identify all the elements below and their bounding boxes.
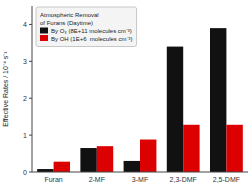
bar bbox=[54, 162, 70, 172]
legend-frame bbox=[36, 7, 137, 47]
y-tick-label: 1 bbox=[23, 132, 27, 139]
legend-label: By O₃ (8E+11 molecules cm⁻³) bbox=[51, 28, 132, 34]
bars bbox=[37, 28, 243, 172]
y-tick bbox=[29, 24, 32, 25]
bar bbox=[183, 125, 199, 172]
bar bbox=[210, 28, 226, 172]
x-tick-label: 2-MF bbox=[89, 176, 105, 183]
x-axis bbox=[32, 172, 248, 173]
x-tick-label: 2,5-DMF bbox=[213, 176, 240, 183]
bar bbox=[97, 146, 113, 172]
chart: 0 1 2 3 4 Furan 2-MF 3-MF 2,3-DMF 2,5-DMF Effectiv… bbox=[0, 0, 252, 189]
bar bbox=[124, 161, 140, 172]
bar bbox=[226, 125, 242, 172]
y-tick bbox=[29, 61, 32, 62]
legend: Atmospheric Removalof Furans (Daytime) By… bbox=[36, 7, 137, 47]
legend-swatch bbox=[40, 35, 48, 41]
y-tick-label: 3 bbox=[23, 58, 27, 65]
y-tick-label: 4 bbox=[23, 21, 27, 28]
x-tick-label: 2,3-DMF bbox=[170, 176, 197, 183]
legend-swatch bbox=[40, 28, 48, 34]
y-axis bbox=[32, 6, 33, 172]
bar bbox=[140, 140, 156, 172]
legend-title: Atmospheric Removalof Furans (Daytime) bbox=[40, 12, 99, 26]
x-tick-label: Furan bbox=[44, 176, 62, 183]
bar bbox=[167, 47, 183, 172]
x-tick-label: 3-MF bbox=[132, 176, 148, 183]
y-tick-label: 2 bbox=[23, 95, 27, 102]
y-tick bbox=[29, 98, 32, 99]
y-tick bbox=[29, 135, 32, 136]
y-tick bbox=[29, 172, 32, 173]
y-tick-label: 0 bbox=[23, 169, 27, 176]
legend-label: By OH (1E+6 molecules cm⁻³) bbox=[51, 36, 133, 42]
y-axis-label: Effective Rates / 10⁻⁴ s⁻¹ bbox=[2, 51, 9, 127]
bar bbox=[80, 148, 96, 172]
